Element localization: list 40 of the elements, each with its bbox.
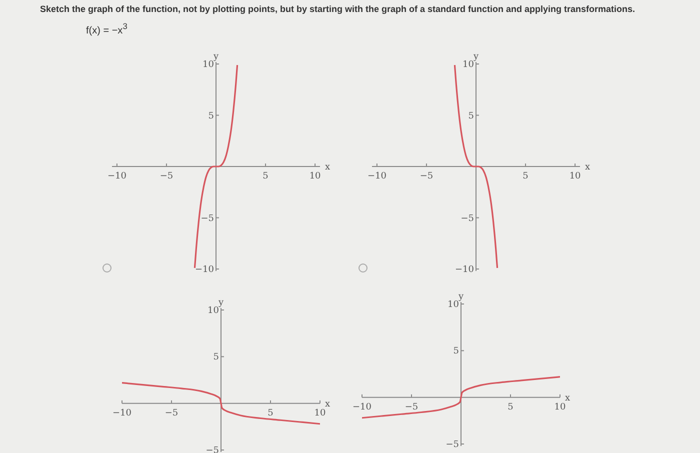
y-tick-label: 5	[453, 346, 460, 357]
x-tick-label: 10	[569, 172, 582, 182]
y-axis-title: y	[212, 52, 220, 62]
x-tick-label: 10	[309, 172, 322, 182]
y-tick-label: 10	[462, 60, 474, 70]
x-tick-label: −10	[367, 172, 387, 182]
x-tick-label: −5	[420, 172, 434, 182]
y-tick-label: −5	[206, 446, 220, 453]
y-axis-title: y	[472, 52, 480, 62]
x-tick-label: −5	[404, 402, 418, 412]
x-tick-label: 5	[268, 408, 274, 418]
y-tick-label: −10	[455, 265, 474, 275]
chart-title: Sketch the graph of the function, not by plotting points, but by starting with the graph of a standard function and applying transformations.	[40, 4, 635, 14]
x-axis-title: x	[325, 399, 330, 410]
y-tick-label: −5	[200, 214, 214, 224]
y-axis-title: y	[217, 298, 224, 308]
y-tick-label: 5	[213, 352, 220, 363]
y-tick-label: 10	[202, 60, 214, 70]
y-axis-title: y	[457, 292, 464, 302]
x-axis-title: x	[325, 162, 330, 172]
x-tick-label: 10	[554, 402, 566, 412]
y-tick-label: 10	[448, 300, 460, 310]
x-axis-title: x	[585, 162, 590, 172]
x-tick-label: −10	[112, 408, 132, 418]
x-tick-label: 5	[522, 172, 529, 182]
y-tick-label: −10	[195, 265, 214, 275]
x-tick-label: −5	[160, 172, 174, 182]
x-tick-label: 10	[314, 408, 326, 418]
x-tick-label: 5	[508, 402, 514, 412]
y-tick-label: −5	[460, 214, 474, 224]
x-tick-label: −5	[164, 408, 178, 418]
x-tick-label: −10	[107, 172, 127, 182]
x-tick-label: −10	[352, 402, 372, 412]
x-axis-title: x	[565, 393, 570, 404]
y-tick-label: 5	[208, 111, 214, 122]
y-tick-label: 10	[208, 306, 220, 316]
y-tick-label: −5	[446, 440, 460, 450]
x-tick-label: 5	[262, 172, 269, 182]
chart-subtitle: f(x) = −x$^{3}$	[86, 21, 128, 36]
y-tick-label: 5	[468, 111, 474, 122]
